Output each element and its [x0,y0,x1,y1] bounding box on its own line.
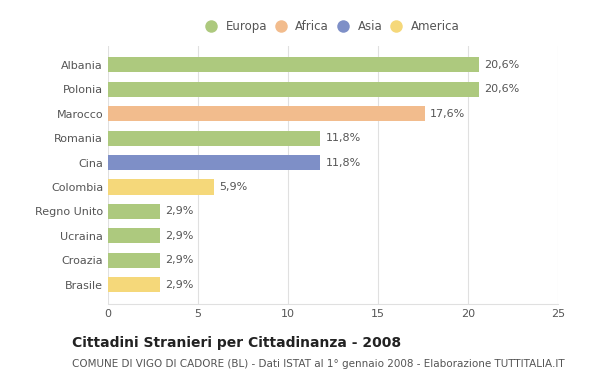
Text: 2,9%: 2,9% [166,280,194,290]
Text: 17,6%: 17,6% [430,109,466,119]
Bar [108,228,160,244]
Bar [108,57,479,73]
Bar [108,253,160,268]
Bar [108,277,160,292]
Text: 2,9%: 2,9% [166,231,194,241]
Bar [108,155,320,170]
Text: 5,9%: 5,9% [220,182,248,192]
Text: 20,6%: 20,6% [484,84,520,94]
Text: 20,6%: 20,6% [484,60,520,70]
Bar [108,131,320,146]
Legend: Europa, Africa, Asia, America: Europa, Africa, Asia, America [206,21,460,33]
Bar [108,106,425,121]
Text: 2,9%: 2,9% [166,255,194,265]
Text: 11,8%: 11,8% [326,158,361,168]
Text: COMUNE DI VIGO DI CADORE (BL) - Dati ISTAT al 1° gennaio 2008 - Elaborazione TUT: COMUNE DI VIGO DI CADORE (BL) - Dati IST… [72,359,565,369]
Text: 11,8%: 11,8% [326,133,361,143]
Text: 2,9%: 2,9% [166,206,194,217]
Text: Cittadini Stranieri per Cittadinanza - 2008: Cittadini Stranieri per Cittadinanza - 2… [72,336,401,350]
Bar [108,82,479,97]
Bar [108,204,160,219]
Bar [108,179,214,195]
